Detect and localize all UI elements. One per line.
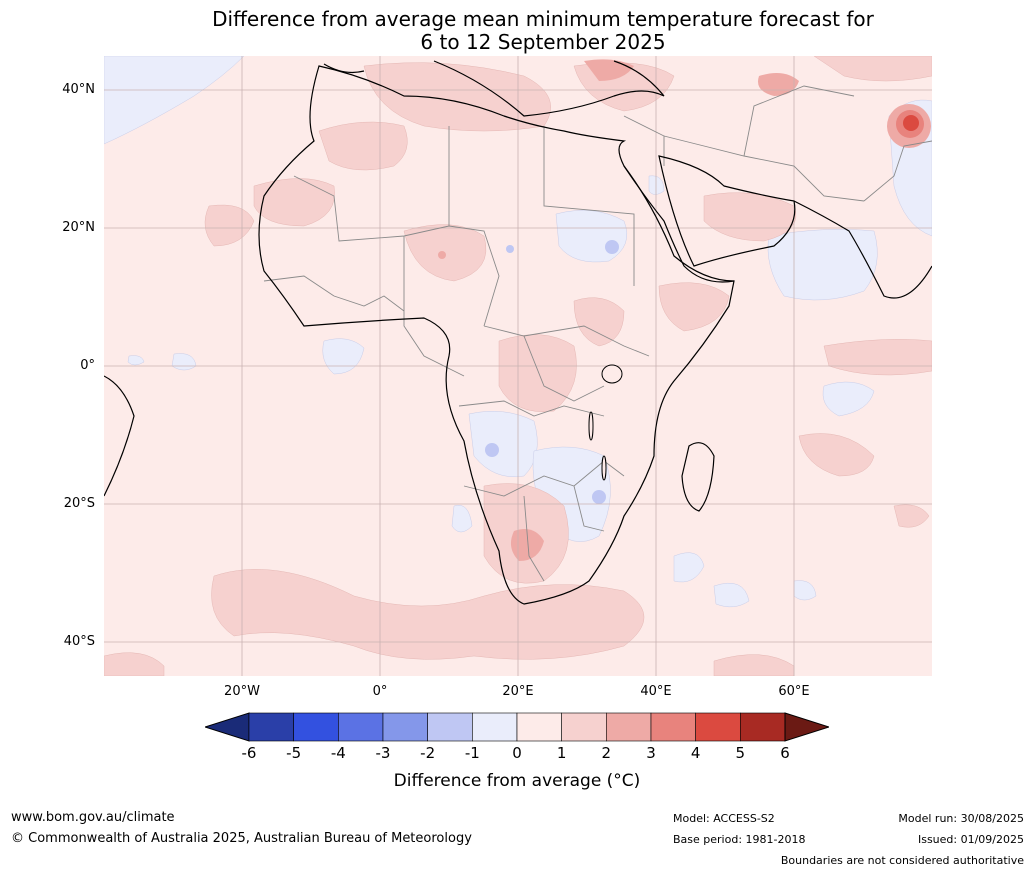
footer-copyright: © Commonwealth of Australia 2025, Austra… (11, 831, 472, 846)
colorbar-segment (472, 712, 518, 742)
warm-anomaly-regions (104, 56, 932, 676)
colorbar-under-arrow (205, 712, 250, 742)
lat-label-20n: 20°N (62, 220, 95, 235)
title-line-1: Difference from average mean minimum tem… (212, 7, 874, 31)
colorbar-tick-label: 2 (601, 744, 612, 762)
colorbar-tick-label: 3 (646, 744, 656, 762)
map-title: Difference from average mean minimum tem… (0, 8, 1035, 54)
colorbar-segment (293, 712, 339, 742)
colorbar-tick-label: 1 (556, 744, 567, 762)
lat-label-40n: 40°N (62, 82, 95, 97)
footer-website: www.bom.gov.au/climate (11, 810, 175, 825)
colorbar-segment (606, 712, 652, 742)
lon-label-40e: 40°E (640, 684, 672, 699)
anomaly-map (104, 56, 932, 676)
colorbar-tick-label: -4 (330, 744, 346, 762)
cool-anomaly-cores (485, 240, 619, 504)
lon-label-0: 0° (372, 684, 388, 699)
colorbar-segment (695, 712, 741, 742)
colorbar-label: Difference from average (°C) (393, 771, 641, 791)
country-borders (263, 85, 932, 582)
colorbar-tick-label: -2 (420, 744, 436, 762)
colorbar-segment (516, 712, 562, 742)
colorbar-tick-label: 5 (735, 744, 746, 762)
colorbar-segment (338, 712, 384, 742)
colorbar (205, 712, 829, 742)
colorbar-segment (740, 712, 786, 742)
footer-issued: Issued: 01/09/2025 (917, 833, 1024, 846)
strong-warm-anomalies (438, 59, 931, 561)
colorbar-segment (248, 712, 294, 742)
colorbar-segment (382, 712, 428, 742)
lakes (588, 364, 623, 481)
colorbar-tick-label: -5 (286, 744, 302, 762)
colorbar-segment (650, 712, 696, 742)
colorbar-segment (561, 712, 607, 742)
lon-label-60e: 60°E (778, 684, 810, 699)
colorbar-tick-label: -1 (464, 744, 480, 762)
lat-label-40s: 40°S (63, 634, 95, 649)
colorbar-over-arrow (784, 712, 829, 742)
colorbar-segment (427, 712, 473, 742)
colorbar-tick-label: 4 (690, 744, 701, 762)
coastlines (104, 60, 932, 605)
colorbar-tick-label: 0 (512, 744, 522, 762)
lat-label-20s: 20°S (63, 496, 95, 511)
lat-label-equator: 0° (80, 358, 95, 373)
footer-disclaimer: Boundaries are not considered authoritat… (780, 854, 1024, 867)
colorbar-tick-label: -6 (241, 744, 257, 762)
footer-model-run: Model run: 30/08/2025 (898, 812, 1024, 825)
footer-base-period: Base period: 1981-2018 (673, 833, 806, 846)
colorbar-tick-label: 6 (780, 744, 790, 762)
lon-label-20e: 20°E (502, 684, 534, 699)
footer-model: Model: ACCESS-S2 (673, 812, 775, 825)
lon-label-20w: 20°W (224, 684, 260, 699)
colorbar-tick-label: -3 (375, 744, 391, 762)
title-line-2: 6 to 12 September 2025 (420, 30, 666, 54)
